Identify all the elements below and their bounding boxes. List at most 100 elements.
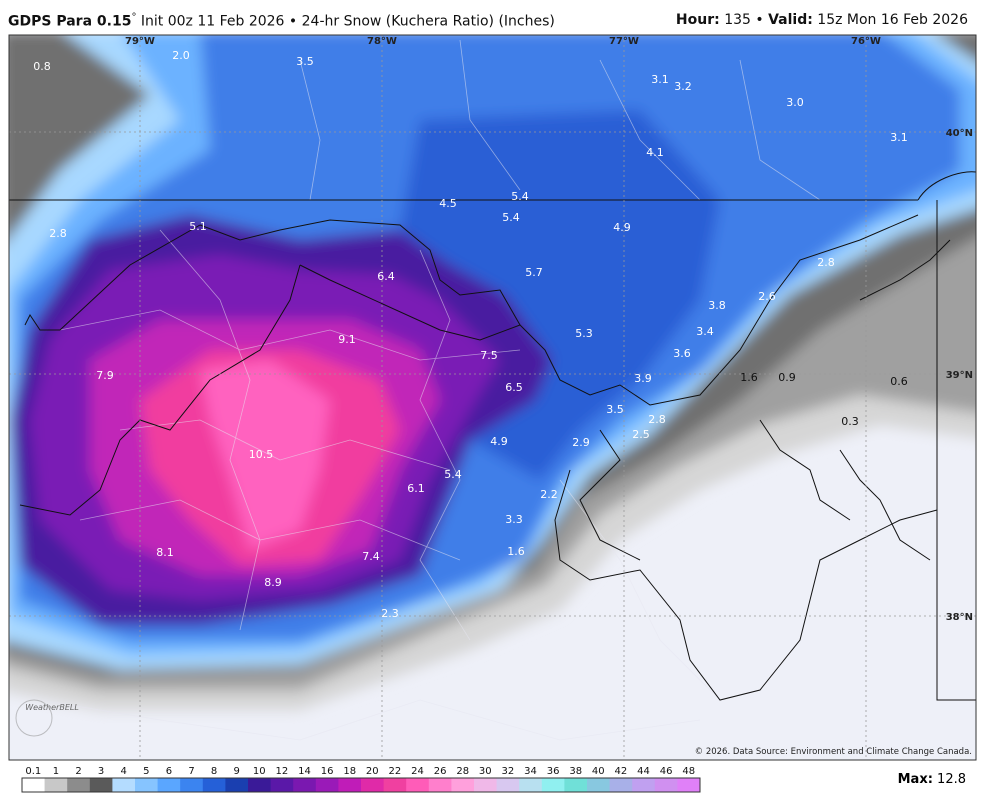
point-label: 3.5 — [606, 403, 624, 416]
colorbar-label: 8 — [211, 766, 217, 777]
colorbar-label: 46 — [660, 766, 673, 777]
colorbar-label: 9 — [234, 766, 240, 777]
latitude-label: 39°N — [946, 370, 973, 381]
subtitle: Init 00z 11 Feb 2026 • 24-hr Snow (Kuche… — [140, 13, 555, 30]
point-label: 1.6 — [740, 371, 758, 384]
point-label: 3.0 — [786, 96, 804, 109]
point-label: 2.6 — [758, 290, 776, 303]
county-lines — [39, 39, 821, 741]
colorbar-label: 48 — [682, 766, 695, 777]
footer: Max: 12.8 — [898, 772, 966, 787]
point-label: 2.8 — [49, 227, 67, 240]
hour: 135 — [724, 12, 751, 28]
point-label: 5.3 — [575, 327, 593, 340]
colorbar-label: 1 — [53, 766, 59, 777]
point-label: 3.5 — [296, 55, 314, 68]
colorbar-swatch — [654, 778, 678, 792]
point-label: 3.3 — [505, 513, 523, 526]
colorbar-label: 30 — [479, 766, 492, 777]
point-label: 5.1 — [189, 220, 207, 233]
colorbar-swatch — [406, 778, 430, 792]
point-label: 5.7 — [525, 266, 543, 279]
colorbar-swatch — [67, 778, 91, 792]
colorbar-label: 36 — [547, 766, 560, 777]
point-label: 2.8 — [817, 256, 835, 269]
point-label: 3.6 — [673, 347, 691, 360]
point-label: 8.9 — [264, 576, 282, 589]
colorbar-swatch — [564, 778, 588, 792]
point-label: 0.8 — [33, 60, 51, 73]
colorbar-swatch — [112, 778, 136, 792]
valid-label: Valid: — [768, 12, 813, 28]
point-label: 6.5 — [505, 381, 523, 394]
latitude-label: 38°N — [946, 612, 973, 623]
shade — [200, 360, 330, 550]
colorbar-label: 20 — [366, 766, 379, 777]
point-label: 9.1 — [338, 333, 356, 346]
colorbar-swatch — [338, 778, 362, 792]
point-label: 6.4 — [377, 270, 395, 283]
colorbar: 0.1 1 2 3 4 5 6 7 8 9 10 12 14 16 18 20 22 24 26 28 30 32 34 36… — [21, 766, 701, 793]
colorbar-swatch — [428, 778, 452, 792]
colorbar-label: 16 — [321, 766, 334, 777]
point-label: 7.9 — [96, 369, 114, 382]
logo: WeatherBELL — [25, 703, 79, 712]
latitude-label: 40°N — [946, 128, 973, 139]
colorbar-swatch — [541, 778, 565, 792]
degree: ° — [131, 12, 137, 23]
point-label: 2.8 — [648, 413, 666, 426]
colorbar-frame — [21, 777, 701, 793]
colorbar-swatch — [135, 778, 159, 792]
point-label: 8.1 — [156, 546, 174, 559]
colorbar-label: 44 — [637, 766, 650, 777]
point-label: 3.9 — [634, 372, 652, 385]
point-label: 4.5 — [439, 197, 457, 210]
longitude-label: 77°W — [609, 36, 639, 47]
colorbar-label: 5 — [143, 766, 149, 777]
colorbar-swatch — [451, 778, 475, 792]
colorbar-label: 6 — [166, 766, 172, 777]
colorbar-swatch — [89, 778, 113, 792]
colorbar-swatch — [677, 778, 701, 792]
colorbar-swatch — [225, 778, 249, 792]
colorbar-label: 34 — [524, 766, 537, 777]
colorbar-label: 18 — [343, 766, 356, 777]
point-label: 7.5 — [480, 349, 498, 362]
colorbar-swatch — [180, 778, 204, 792]
colorbar-swatch — [44, 778, 68, 792]
colorbar-label: 28 — [456, 766, 469, 777]
point-label: 1.6 — [507, 545, 525, 558]
point-label: 0.3 — [841, 415, 859, 428]
colorbar-swatch — [361, 778, 385, 792]
valid: 15z Mon 16 Feb 2026 — [817, 12, 968, 28]
colorbar-label: 26 — [434, 766, 447, 777]
map-frame — [8, 34, 977, 761]
point-label: 3.8 — [708, 299, 726, 312]
colorbar-label: 14 — [298, 766, 311, 777]
point-label: 4.1 — [646, 146, 664, 159]
hour-label: Hour: — [675, 12, 720, 28]
point-label: 3.1 — [890, 131, 908, 144]
colorbar-swatch — [587, 778, 611, 792]
colorbar-swatch — [315, 778, 339, 792]
colorbar-swatch — [519, 778, 543, 792]
model: GDPS Para 0.15 — [8, 13, 132, 30]
point-label: 10.5 — [249, 448, 274, 461]
colorbar-swatch — [22, 778, 46, 792]
colorbar-swatch — [474, 778, 498, 792]
point-label: 4.9 — [490, 435, 508, 448]
point-labels: 0.8 2.0 3.5 3.1 3.2 3.0 4.1 3.1 4.5 5.4 5.4 4.9 2.8 5… — [33, 36, 973, 623]
colorbar-label: 2 — [75, 766, 81, 777]
point-label: 5.4 — [444, 468, 462, 481]
colorbar-label: 4 — [121, 766, 127, 777]
point-label: 2.5 — [632, 428, 650, 441]
colorbar-label: 42 — [615, 766, 628, 777]
colorbar-label: 10 — [253, 766, 266, 777]
point-label: 0.6 — [890, 375, 908, 388]
point-label: 5.4 — [511, 190, 529, 203]
header: GDPS Para 0.15° Init 00z 11 Feb 2026 • 2… — [8, 12, 968, 32]
point-label: 3.2 — [674, 80, 692, 93]
header-left: GDPS Para 0.15° Init 00z 11 Feb 2026 • 2… — [8, 12, 555, 30]
